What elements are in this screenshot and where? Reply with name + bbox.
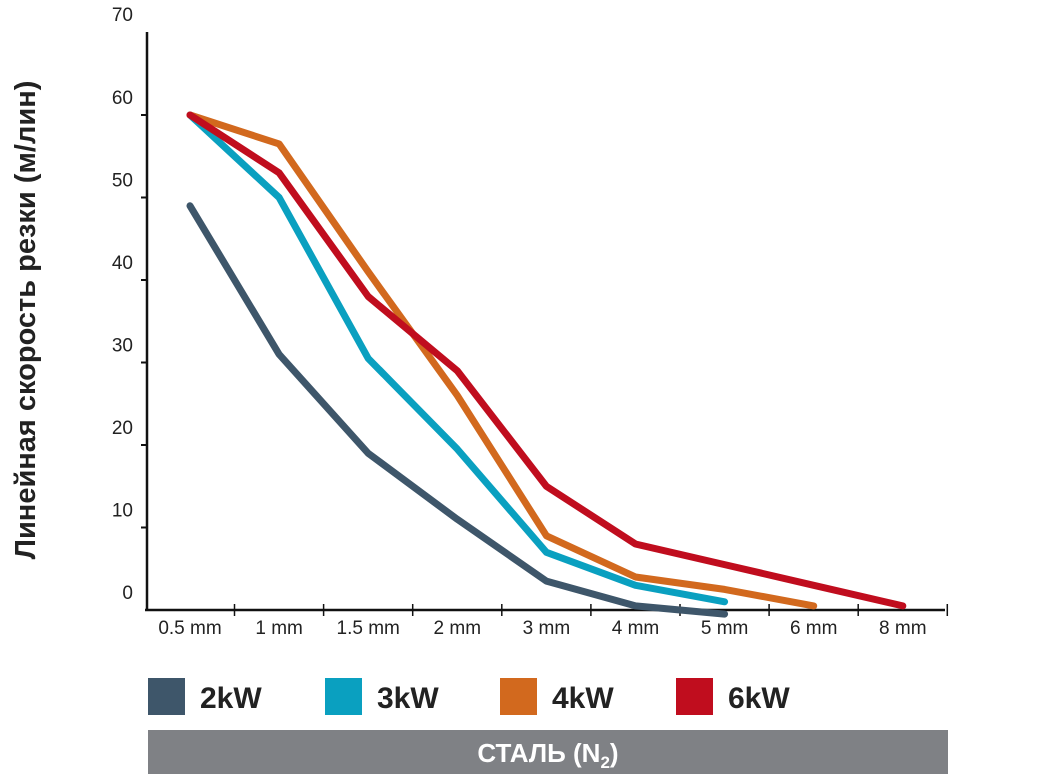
- y-axis-title: Линейная скорость резки (м/лин): [10, 81, 42, 560]
- series-lines: [186, 111, 907, 618]
- y-tick-label: 50: [112, 171, 133, 192]
- x-tick-label: 3 mm: [523, 618, 571, 639]
- series-line-4kW: [186, 111, 818, 610]
- legend-swatch-6kW: [676, 678, 713, 715]
- y-tick-label: 20: [112, 418, 133, 439]
- footer-background: [148, 730, 948, 774]
- series-line-2kW: [186, 202, 729, 618]
- footer-label: СТАЛЬ (N2): [477, 738, 618, 772]
- legend-label-4kW: 4kW: [552, 682, 614, 715]
- legend-label-6kW: 6kW: [728, 682, 790, 715]
- x-tick-label: 8 mm: [879, 618, 927, 639]
- x-ticks: 0.5 mm 1 mm 1.5 mm 2 mm 3 mm 4 mm 5 mm 6 mm 8 mm: [158, 604, 949, 639]
- y-tick-label: 10: [112, 501, 133, 522]
- x-tick-label: 5 mm: [701, 618, 749, 639]
- legend-swatch-3kW: [325, 678, 362, 715]
- legend-swatch-2kW: [148, 678, 185, 715]
- footer-bar: СТАЛЬ (N2): [148, 730, 948, 774]
- x-tick-label: 6 mm: [790, 618, 838, 639]
- x-axis: 0.5 mm 1 mm 1.5 mm 2 mm 3 mm 4 mm 5 mm 6 mm 8 mm: [145, 604, 949, 639]
- y-tick-label: 40: [112, 253, 133, 274]
- x-tick-label: 1 mm: [255, 618, 303, 639]
- legend-label-3kW: 3kW: [377, 682, 439, 715]
- legend-swatch-4kW: [500, 678, 537, 715]
- x-tick-label: 4 mm: [612, 618, 660, 639]
- legend-label-2kW: 2kW: [200, 682, 262, 715]
- y-tick-label: 70: [112, 5, 133, 26]
- legend: 2kW 3kW 4kW 6kW: [148, 678, 790, 715]
- series-line-3kW: [186, 111, 729, 606]
- y-tick-label: 0: [122, 583, 133, 604]
- y-tick-label: 60: [112, 88, 133, 109]
- y-tick-label: 30: [112, 336, 133, 357]
- x-tick-label: 0.5 mm: [158, 618, 221, 639]
- series-line-6kW: [186, 111, 907, 610]
- x-tick-label: 1.5 mm: [337, 618, 400, 639]
- y-axis: 0 10 20 30 40 50 60 70: [112, 5, 149, 610]
- y-ticks: 0 10 20 30 40 50 60 70: [112, 5, 147, 604]
- x-tick-label: 2 mm: [434, 618, 482, 639]
